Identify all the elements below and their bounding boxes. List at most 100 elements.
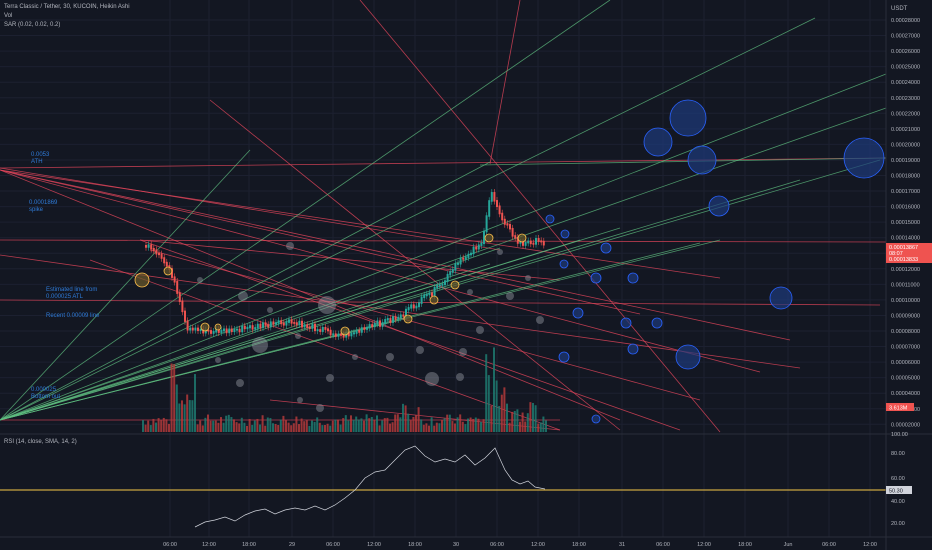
candle-body [204, 329, 207, 334]
rsi-label: RSI (14, close, SMA, 14, 2) [4, 439, 77, 445]
price-tick-label: 0.00004000 [891, 391, 920, 397]
volume-bar [532, 402, 534, 432]
candle-body [410, 304, 413, 309]
signal-bubble-blue [558, 351, 570, 363]
price-tick-label: 0.00011000 [891, 282, 920, 288]
candle-body [181, 300, 184, 313]
rsi-axis[interactable]: 100.00 80.00 60.00 40.00 20.00 [891, 432, 908, 527]
candle-body [350, 332, 353, 337]
trendline-green [0, 161, 491, 421]
candle-body [449, 271, 452, 276]
last-price-tag: 0.00013867 08:07 0.00013833 [886, 243, 932, 263]
candle-body [207, 329, 210, 332]
candle-body [199, 328, 202, 331]
trendline-green [0, 107, 887, 421]
price-tick-label: 0.00028000 [891, 18, 920, 24]
time-tick-label: 31 [619, 542, 625, 548]
volume-bar [308, 425, 311, 432]
volume-bar [446, 414, 449, 432]
volume-bar [355, 416, 358, 432]
time-tick-label: 06:00 [326, 542, 340, 548]
volume-bar [539, 422, 542, 432]
candle-body [225, 328, 228, 334]
volume-bar [469, 417, 472, 432]
volume-bar [534, 405, 537, 432]
candle-body [238, 328, 241, 333]
candle-body [301, 320, 303, 328]
trendline-red [489, 0, 521, 165]
volume-bar [160, 420, 163, 432]
price-tick-label: 0.00024000 [891, 80, 920, 86]
volume-bar [347, 420, 350, 432]
candle-body [303, 324, 306, 328]
signal-bubble-grey [506, 292, 514, 300]
candle-body [314, 323, 316, 332]
signal-bubble-grey [386, 353, 394, 361]
volume-bar [220, 417, 222, 432]
trendlines [0, 0, 887, 433]
signal-bubble-grey [197, 277, 203, 283]
volume-bar [209, 420, 212, 432]
volume-bar [386, 417, 389, 432]
candle-body [405, 308, 407, 317]
candle-body [145, 245, 147, 248]
signal-bubble-grey [425, 372, 439, 386]
candle-body [254, 327, 257, 330]
volume-bar [448, 414, 451, 432]
volume-bar [425, 423, 428, 432]
time-axis[interactable]: 06:00 12:00 18:00 29 06:00 12:00 18:00 30 06:00 1… [163, 542, 877, 548]
candle-body [379, 320, 381, 327]
candle-body [371, 324, 374, 328]
rsi-tick-label: 80.00 [891, 451, 905, 457]
candle-body [540, 240, 543, 243]
candle-body [319, 329, 322, 332]
trendline-green [0, 0, 611, 421]
candle-body [220, 329, 223, 333]
trendline-red [209, 99, 621, 431]
alt-price-value: 0.00013833 [889, 257, 918, 263]
trendline-red [0, 169, 641, 315]
price-tick-label: 0.00012000 [891, 267, 920, 273]
price-tick-label: 0.00015000 [891, 220, 920, 226]
candle-body [441, 283, 444, 286]
volume-bar [212, 420, 215, 432]
candle-body [485, 215, 488, 233]
volume-bar [438, 423, 441, 432]
price-tick-label: 0.00014000 [891, 236, 920, 242]
candle-body [428, 292, 431, 296]
time-tick-label: 18:00 [242, 542, 256, 548]
volume-bar [295, 416, 298, 432]
candle-body [334, 333, 337, 337]
volume-bar [175, 384, 178, 432]
candle-body [532, 242, 535, 245]
volume-indicator-label[interactable]: Vol [4, 13, 13, 19]
volume-bar [235, 422, 238, 432]
sar-indicator-label[interactable]: SAR (0.02, 0.02, 0.2) [4, 22, 61, 28]
candle-body [171, 268, 173, 278]
volume-bar [433, 425, 436, 432]
volume-bar [165, 419, 168, 432]
volume-bar [318, 422, 321, 432]
candle-body [259, 323, 262, 328]
spike-price-label: 0.0001869 [29, 200, 58, 206]
volume-bar [485, 354, 488, 432]
volume-bar [477, 418, 480, 432]
volume-bar [454, 423, 456, 432]
time-tick-label: 12:00 [863, 542, 877, 548]
volume-bar [428, 425, 430, 432]
volume-tag: 3.613M [886, 403, 914, 412]
candle-body [228, 328, 231, 334]
candle-body [340, 333, 342, 336]
signal-bubble-blue [687, 145, 717, 175]
candle-body [249, 325, 251, 329]
symbol-title[interactable]: Terra Classic / Tether, 30, KUCOIN, Heik… [4, 4, 130, 10]
time-tick-label: 12:00 [697, 542, 711, 548]
volume-bar [326, 423, 329, 432]
trendline-green [0, 247, 501, 421]
volume-bar [368, 418, 371, 432]
candle-body [519, 241, 522, 244]
candle-body [394, 316, 397, 320]
trendline-green [0, 263, 491, 421]
candle-body [451, 269, 454, 273]
